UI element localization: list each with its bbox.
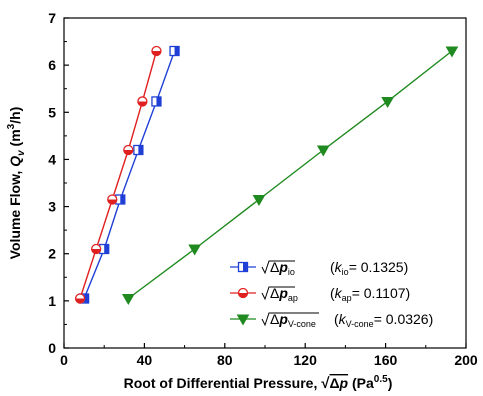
data-point	[445, 46, 459, 58]
y-tick-label: 5	[48, 104, 56, 120]
data-point	[121, 294, 135, 305]
data-point	[151, 96, 162, 107]
series-0	[78, 45, 180, 304]
data-point	[123, 144, 134, 156]
svg-text:Δpio: Δpio	[270, 259, 295, 277]
legend-marker	[237, 287, 249, 299]
data-point	[151, 45, 162, 57]
series-line	[79, 50, 158, 299]
data-point	[252, 195, 266, 206]
data-point	[316, 145, 330, 157]
y-tick-label: 6	[48, 57, 56, 73]
legend-marker	[236, 314, 250, 326]
legend-item-io: Δpio (kio= 0.1325)	[230, 259, 408, 277]
legend: Δpio (kio= 0.1325) Δpap (kap= 0.1107) Δp…	[230, 259, 433, 329]
svg-text:(kap= 0.1107): (kap= 0.1107)	[330, 285, 410, 303]
svg-text:Δpap: Δpap	[270, 285, 298, 303]
y-tick-label: 3	[48, 199, 56, 215]
legend-marker	[237, 261, 249, 273]
legend-item-ap: Δpap (kap= 0.1107)	[230, 285, 410, 303]
y-tick-label: 2	[48, 246, 56, 262]
svg-text:(kV-cone= 0.0326): (kV-cone= 0.0326)	[334, 311, 433, 329]
data-point	[137, 96, 148, 107]
series-layer	[74, 45, 459, 305]
x-tick-label: 0	[60, 352, 68, 368]
svg-text:(kio= 0.1325): (kio= 0.1325)	[330, 259, 408, 277]
series-line	[83, 50, 176, 299]
x-axis-ticks: 0 40 80 120 160 200	[60, 343, 478, 368]
y-tick-label: 7	[48, 10, 56, 26]
x-tick-label: 40	[137, 352, 153, 368]
x-tick-label: 120	[294, 352, 318, 368]
y-axis-title: Volume Flow, Qv (m3/h)	[6, 107, 27, 260]
x-tick-label: 160	[374, 352, 398, 368]
data-point	[169, 45, 180, 57]
series-2	[121, 46, 459, 305]
x-axis-title: Root of Differential Pressure, √Δp (Pa0.…	[124, 374, 393, 392]
data-point	[133, 144, 144, 156]
svg-text:ΔpV-cone: ΔpV-cone	[270, 311, 316, 329]
y-axis-ticks: 0 1 2 3 4 5 6 7	[48, 10, 69, 356]
legend-item-vcone: ΔpV-cone (kV-cone= 0.0326)	[230, 311, 433, 329]
x-tick-label: 200	[454, 352, 478, 368]
y-tick-label: 4	[48, 151, 56, 167]
data-point	[188, 244, 202, 256]
x-tick-label: 80	[217, 352, 233, 368]
series-line	[127, 50, 453, 300]
series-1	[74, 45, 162, 304]
data-point	[91, 243, 102, 255]
data-point	[74, 293, 86, 304]
sqrt-symbol: √	[321, 375, 330, 392]
data-point	[381, 96, 394, 108]
y-tick-label: 1	[48, 293, 56, 309]
data-point	[107, 194, 118, 205]
y-tick-label: 0	[48, 340, 56, 356]
